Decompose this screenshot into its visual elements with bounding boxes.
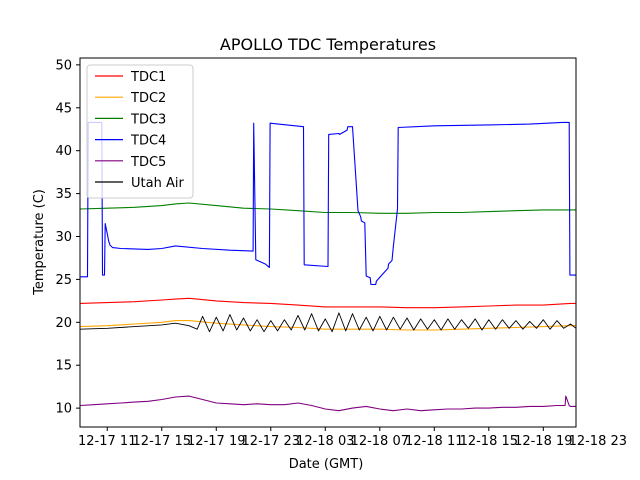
y-tick-label: 15 xyxy=(55,359,72,374)
legend: TDC1 TDC2 TDC3 TDC4 TDC5 Utah Air xyxy=(86,64,194,199)
x-tick-label: 12-18 07 xyxy=(351,434,409,449)
series-layer xyxy=(80,121,576,412)
x-tick-label: 12-17 23 xyxy=(242,434,300,449)
x-axis-label: Date (GMT) xyxy=(289,457,364,472)
legend-label: Utah Air xyxy=(131,176,184,191)
series-line-tdc4 xyxy=(80,121,576,286)
x-tick-label: 12-17 11 xyxy=(78,434,136,449)
y-tick-label: 45 xyxy=(55,101,72,116)
legend-label: TDC1 xyxy=(130,70,166,85)
legend-label: TDC2 xyxy=(130,91,166,106)
y-tick-label: 10 xyxy=(55,402,72,417)
x-tick-label: 12-18 11 xyxy=(405,434,463,449)
series-line-tdc3 xyxy=(80,202,576,214)
x-tick-label: 12-17 15 xyxy=(133,434,191,449)
x-tick-label: 12-17 19 xyxy=(187,434,245,449)
x-tick-label: 12-18 19 xyxy=(514,434,572,449)
y-tick-label: 30 xyxy=(55,230,72,245)
legend-label: TDC5 xyxy=(130,155,166,170)
y-tick-label: 50 xyxy=(55,58,72,73)
legend-label: TDC3 xyxy=(130,112,166,127)
series-line-tdc5 xyxy=(80,395,576,412)
y-tick-label: 35 xyxy=(55,187,72,202)
chart-title: APOLLO TDC Temperatures xyxy=(220,35,436,54)
series-line-tdc2 xyxy=(80,320,576,331)
y-tick-label: 20 xyxy=(55,316,72,331)
x-tick-label: 12-18 23 xyxy=(569,434,627,449)
x-tick-label: 12-18 15 xyxy=(460,434,518,449)
y-tick-label: 25 xyxy=(55,273,72,288)
x-tick-label: 12-18 03 xyxy=(296,434,354,449)
legend-label: TDC4 xyxy=(130,134,166,149)
legend-box xyxy=(86,64,194,199)
y-tick-label: 40 xyxy=(55,144,72,159)
series-line-utah-air xyxy=(80,312,576,333)
series-line-tdc1 xyxy=(80,297,576,309)
y-axis-label: Temperature (C) xyxy=(32,189,47,296)
plot-frame xyxy=(79,57,577,428)
